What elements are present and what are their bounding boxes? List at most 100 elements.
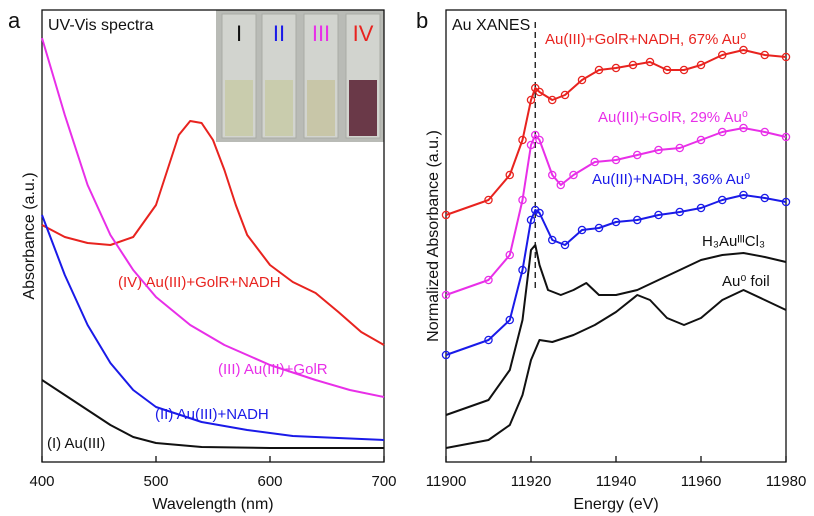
data-point [594,223,604,233]
data-point [505,315,514,325]
data-point [560,240,570,250]
x-tick-label: 11980 [766,473,807,490]
data-point [781,52,791,62]
data-point [548,170,557,180]
data-point [518,195,527,205]
x-tick-label: 11960 [681,473,722,490]
x-tick-label: 11920 [511,473,552,490]
data-point [696,60,706,70]
data-point [760,50,770,60]
series-label: (III) Au(III)+GolR [218,361,328,378]
panel-label: a [8,8,21,33]
series-line [445,127,787,296]
data-point [560,90,570,100]
chart-title: UV-Vis spectra [48,17,154,34]
data-point [675,207,685,217]
series-label: H₃AuᴵᴵᴵCl₃ [702,233,765,250]
data-point [611,155,621,165]
data-point [696,135,706,145]
series-label: Au⁰ foil [722,273,770,290]
data-point [441,210,451,220]
data-point [760,193,770,203]
data-point [633,150,642,160]
data-point [679,65,689,75]
data-point [633,215,642,225]
inset-label: III [312,21,330,46]
plot-frame [41,9,385,463]
data-point [531,130,540,140]
inset-photo [216,10,384,142]
series-line [445,49,787,216]
data-point [518,135,527,145]
data-point [518,265,527,275]
data-point [718,127,727,137]
x-tick-label: 500 [143,473,168,490]
data-point [781,132,791,142]
data-point [569,170,578,180]
series-line [41,37,385,398]
data-point [484,335,493,345]
data-point [696,203,706,213]
data-point [739,45,748,55]
series-line [41,379,384,449]
x-tick-label: 11940 [596,473,637,490]
cuvette-liquid [225,80,253,136]
data-point [718,195,727,205]
data-point [739,190,748,200]
data-point [505,170,514,180]
series-line [41,214,385,441]
y-axis-label: Normalized Absorbance (a.u.) [425,130,442,342]
inset-label: I [236,21,242,46]
data-point [645,57,655,67]
data-point [441,290,451,300]
data-point [484,275,493,285]
data-point [594,65,604,75]
x-axis-label: Wavelength (nm) [152,496,273,513]
x-tick-label: 600 [257,473,282,490]
data-point [760,127,770,137]
data-point [548,95,557,105]
x-axis-label: Energy (eV) [573,496,658,513]
data-point [505,250,514,260]
data-point [628,60,638,70]
data-point [662,65,672,75]
data-point [548,235,557,245]
series-label: (IV) Au(III)+GolR+NADH [118,274,281,291]
data-point [556,180,566,190]
cuvette-liquid [307,80,335,136]
inset-label: IV [353,21,374,46]
chart-title: Au XANES [452,17,530,34]
data-point [590,157,600,167]
data-point [526,95,536,105]
x-tick-label: 11900 [426,473,467,490]
series-line [445,244,787,416]
x-tick-label: 700 [371,473,396,490]
series-label: Au(III)+GolR, 29% Au⁰ [598,109,748,126]
data-point [535,135,544,145]
series-label: Au(III)+NADH, 36% Au⁰ [592,171,750,188]
data-point [484,195,493,205]
data-point [611,217,621,227]
data-point [526,140,536,150]
y-axis-label: Absorbance (a.u.) [21,172,38,299]
data-point [739,123,748,133]
data-point [718,50,727,60]
data-point [781,197,791,207]
data-point [577,225,587,235]
series-label: (II) Au(III)+NADH [155,406,269,423]
data-point [675,143,685,153]
series-line [445,289,787,449]
data-point [654,210,663,220]
data-point [535,87,544,97]
x-tick-label: 400 [29,473,54,490]
data-point [441,350,451,360]
cuvette-liquid [265,80,293,136]
data-point [535,208,544,218]
data-point [611,63,621,73]
panel-label: b [416,8,428,33]
cuvette-liquid [349,80,377,136]
series-line [41,120,385,346]
data-point [526,215,536,225]
series-label: (I) Au(III) [47,435,105,452]
data-point [577,75,587,85]
